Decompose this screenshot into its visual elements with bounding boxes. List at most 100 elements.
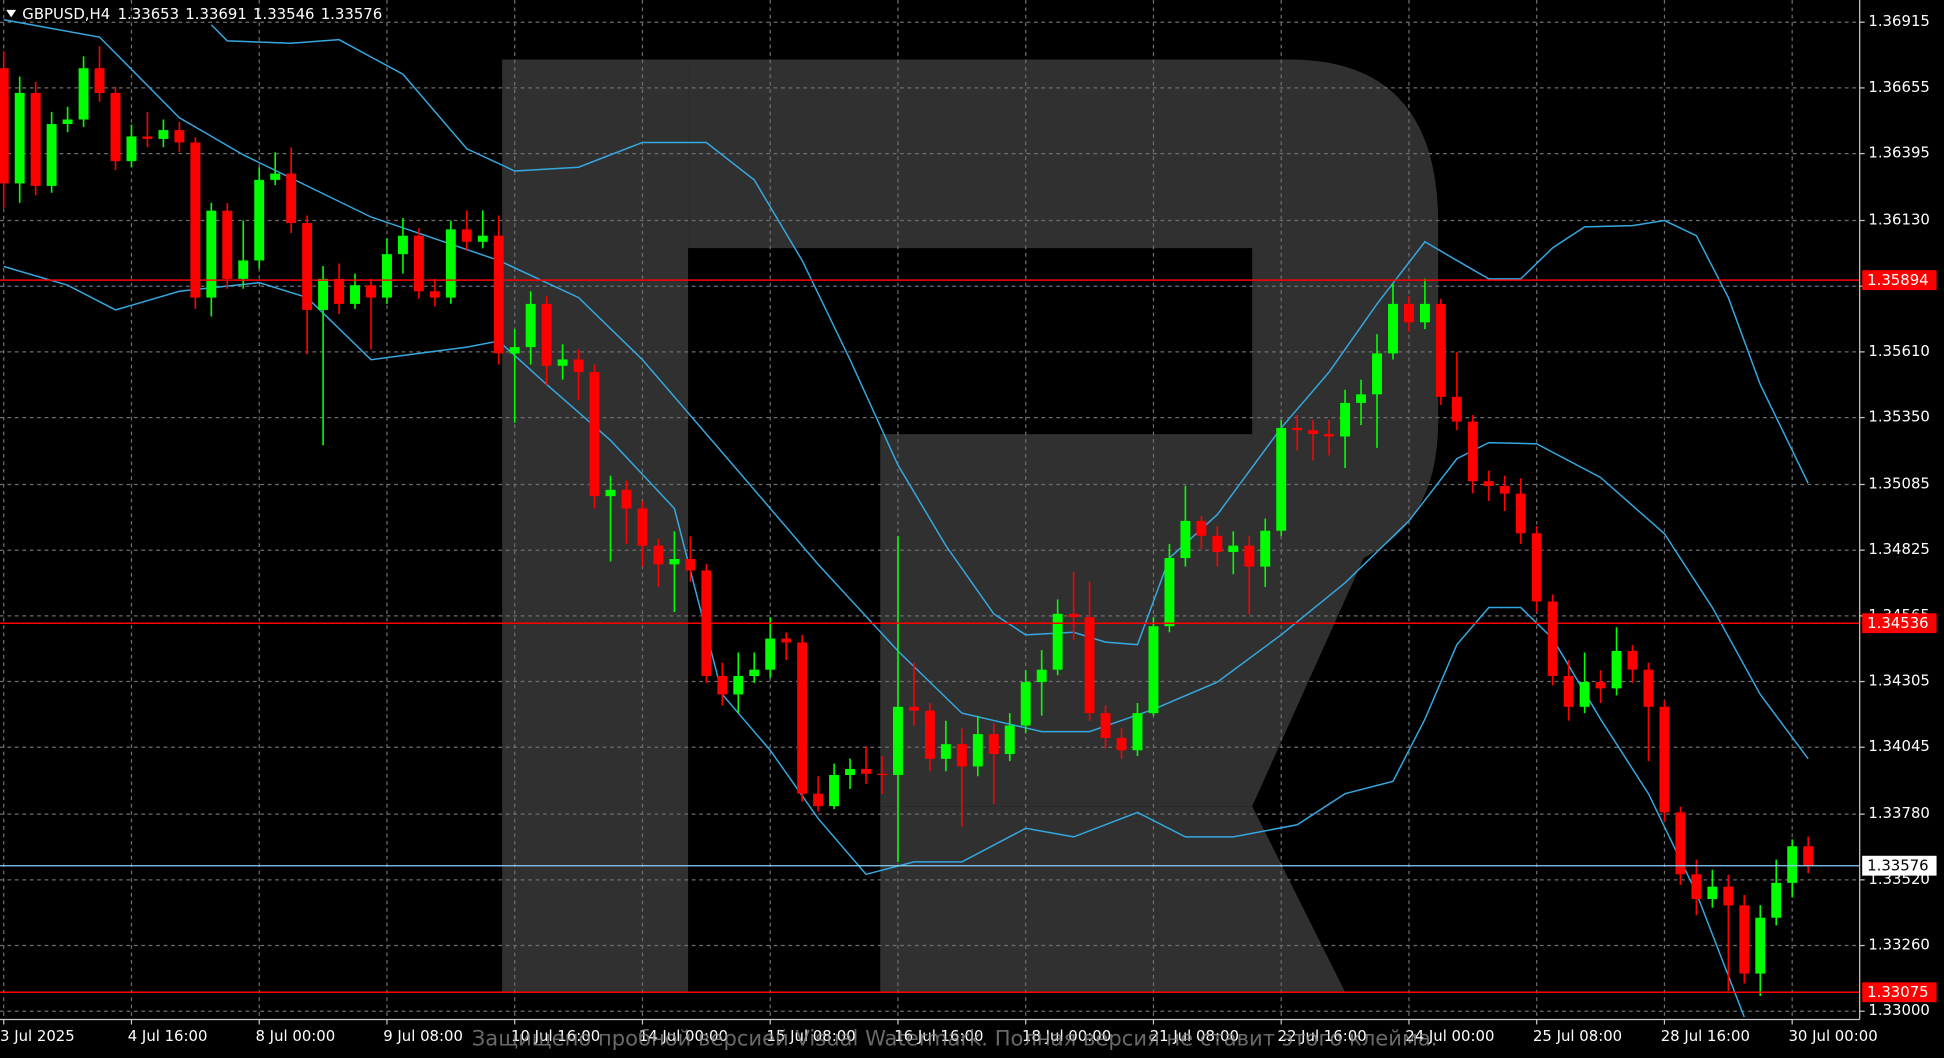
candle-body — [382, 254, 392, 298]
level-label: 1.34536 — [1867, 614, 1929, 632]
candle-body — [1388, 303, 1398, 354]
candle-body — [1164, 558, 1175, 627]
candle-body — [1084, 617, 1095, 714]
candle-body — [1451, 396, 1462, 422]
candle-body — [972, 734, 983, 767]
candle-body — [1260, 530, 1271, 567]
level-label: 1.35894 — [1867, 271, 1929, 289]
y-tick-label: 1.35610 — [1868, 342, 1930, 360]
candle-body — [685, 559, 696, 571]
candle-body — [1563, 675, 1574, 707]
candle-body — [318, 278, 329, 310]
candle-body — [445, 229, 456, 298]
candle-body — [302, 223, 313, 310]
candle-body — [1372, 353, 1382, 395]
candle-body — [1643, 669, 1654, 707]
candle-body — [1691, 874, 1702, 900]
candle-body — [1356, 394, 1367, 403]
y-tick-label: 1.34825 — [1868, 540, 1930, 558]
candle-body — [893, 706, 903, 776]
candle-body — [1244, 545, 1255, 567]
header-open: 1.33653 — [118, 5, 180, 23]
y-tick-label: 1.36655 — [1868, 78, 1930, 96]
candle-body — [621, 489, 632, 509]
candle-body — [1419, 303, 1430, 323]
candle-body — [1132, 713, 1143, 751]
candle-body — [1595, 682, 1606, 689]
candle-body — [589, 372, 600, 497]
candle-body — [1803, 846, 1814, 866]
bollinger-bands — [3, 18, 1809, 1018]
header-low: 1.33546 — [253, 5, 315, 23]
x-tick-label: 10 Jul 16:00 — [511, 1027, 600, 1045]
candle-body — [493, 235, 504, 354]
candle-body — [286, 173, 297, 224]
x-tick-label: 9 Jul 08:00 — [383, 1027, 463, 1045]
candle-body — [190, 142, 201, 298]
candle-body — [1308, 430, 1319, 434]
candle-body — [877, 773, 887, 776]
price-labels: 1.35894 1.34536 1.33075 1.33576 — [1862, 270, 1937, 1003]
candle-body — [845, 768, 856, 776]
x-tick-label: 28 Jul 16:00 — [1661, 1027, 1750, 1045]
candle-body — [1276, 427, 1287, 531]
candle-body — [1324, 433, 1335, 437]
candle-body — [1739, 905, 1750, 974]
candle-body — [1148, 626, 1159, 714]
candle-body — [797, 642, 808, 794]
candle-body — [908, 706, 919, 711]
candle-body — [14, 92, 25, 184]
y-tick-label: 1.36395 — [1868, 144, 1930, 162]
candle-body — [62, 119, 73, 125]
header-high: 1.33691 — [185, 5, 247, 23]
candle-body — [429, 291, 440, 298]
candle-body — [1515, 493, 1526, 534]
candle-body — [222, 210, 233, 279]
candle-body — [1499, 486, 1510, 494]
candle-body — [461, 229, 472, 242]
candle-body — [142, 136, 153, 139]
x-tick-label: 24 Jul 00:00 — [1405, 1027, 1494, 1045]
logo-stem — [502, 59, 689, 993]
band-line — [3, 18, 1809, 760]
candle-body — [1340, 402, 1351, 437]
candle-body — [717, 675, 728, 695]
candle-body — [1579, 682, 1590, 707]
candle-body — [749, 669, 760, 676]
x-tick-label: 3 Jul 2025 — [0, 1027, 75, 1045]
watermark-text: Защищено пробной версией Visual Watermar… — [472, 1025, 1438, 1050]
y-tick-label: 1.34045 — [1868, 737, 1930, 755]
candle-body — [1180, 520, 1191, 559]
axis-labels: 1.369151.366551.363951.361301.358701.356… — [0, 12, 1930, 1045]
candle-body — [1483, 481, 1494, 487]
candle-body — [413, 235, 424, 292]
header-close: 1.33576 — [321, 5, 383, 23]
candle-body — [813, 793, 824, 807]
candle-body — [0, 68, 9, 184]
candle-body — [270, 173, 281, 180]
last-price-label: 1.33576 — [1867, 856, 1929, 874]
candle-body — [206, 210, 217, 298]
candle-body — [557, 359, 568, 366]
candle-body — [30, 92, 41, 186]
candle-body — [605, 489, 616, 497]
candle-body — [509, 347, 520, 354]
candle-body — [940, 744, 951, 759]
candle-body — [765, 638, 776, 670]
level-label-box — [1862, 613, 1937, 634]
candle-body — [46, 124, 57, 186]
x-tick-label: 16 Jul 16:00 — [894, 1027, 983, 1045]
candle-body — [1547, 601, 1558, 676]
candle-body — [1052, 613, 1063, 670]
candle-body — [254, 179, 265, 261]
x-tick-label: 21 Jul 08:00 — [1150, 1027, 1239, 1045]
level-label: 1.33075 — [1867, 983, 1929, 1001]
band-line — [3, 265, 1745, 1018]
x-tick-label: 25 Jul 08:00 — [1533, 1027, 1622, 1045]
candle-body — [733, 675, 744, 695]
candle-body — [1627, 650, 1638, 670]
candle-body — [94, 68, 105, 93]
y-tick-label: 1.35350 — [1868, 408, 1930, 426]
candle-body — [1036, 669, 1047, 683]
